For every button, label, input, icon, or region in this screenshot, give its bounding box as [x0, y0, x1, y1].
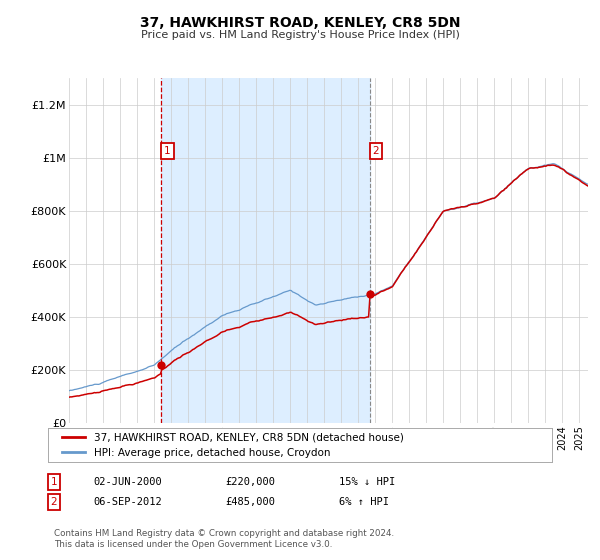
- Text: 6% ↑ HPI: 6% ↑ HPI: [339, 497, 389, 507]
- Text: 2: 2: [50, 497, 58, 507]
- Legend: 37, HAWKHIRST ROAD, KENLEY, CR8 5DN (detached house), HPI: Average price, detach: 37, HAWKHIRST ROAD, KENLEY, CR8 5DN (det…: [58, 428, 408, 462]
- Text: 1: 1: [164, 146, 171, 156]
- Text: 2: 2: [373, 146, 379, 156]
- Text: 1: 1: [50, 477, 58, 487]
- Text: 06-SEP-2012: 06-SEP-2012: [93, 497, 162, 507]
- Text: This data is licensed under the Open Government Licence v3.0.: This data is licensed under the Open Gov…: [54, 540, 332, 549]
- Text: 15% ↓ HPI: 15% ↓ HPI: [339, 477, 395, 487]
- Text: £220,000: £220,000: [225, 477, 275, 487]
- Text: 37, HAWKHIRST ROAD, KENLEY, CR8 5DN: 37, HAWKHIRST ROAD, KENLEY, CR8 5DN: [140, 16, 460, 30]
- Text: £485,000: £485,000: [225, 497, 275, 507]
- Text: 02-JUN-2000: 02-JUN-2000: [93, 477, 162, 487]
- Text: Contains HM Land Registry data © Crown copyright and database right 2024.: Contains HM Land Registry data © Crown c…: [54, 529, 394, 538]
- Text: Price paid vs. HM Land Registry's House Price Index (HPI): Price paid vs. HM Land Registry's House …: [140, 30, 460, 40]
- Bar: [161, 78, 370, 423]
